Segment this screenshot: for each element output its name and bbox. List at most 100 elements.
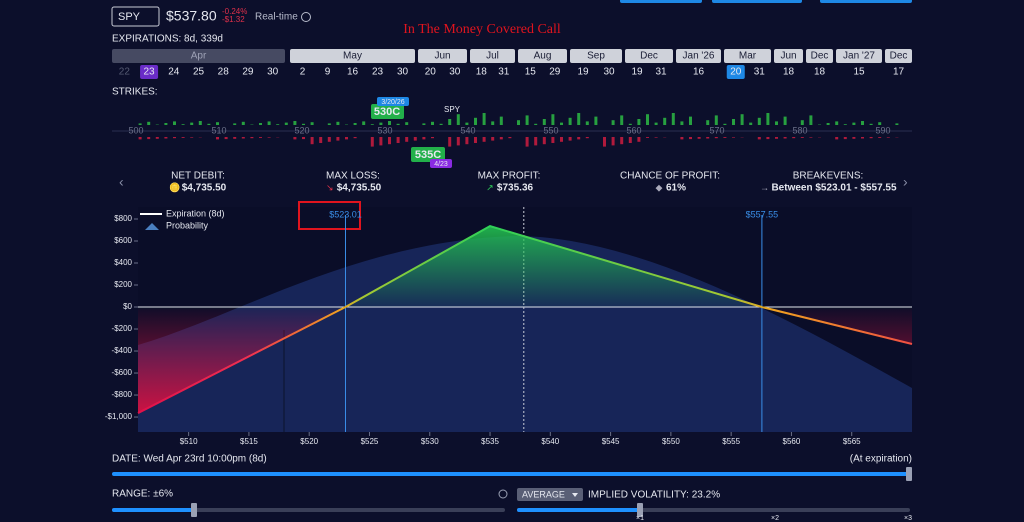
month-chip[interactable] <box>418 49 467 63</box>
next-arrow[interactable]: › <box>903 174 908 190</box>
month-label: Dec <box>811 51 829 62</box>
volume-bar <box>886 137 890 138</box>
volume-bar <box>835 137 839 140</box>
month-chip[interactable] <box>570 49 622 63</box>
month-chip[interactable] <box>676 49 721 63</box>
month-chip[interactable] <box>724 49 771 63</box>
day-label[interactable]: 31 <box>754 67 766 78</box>
day-label[interactable]: 30 <box>449 67 461 78</box>
day-label[interactable]: 23 <box>144 67 156 78</box>
stat-label: MAX PROFIT: <box>478 171 541 182</box>
volume-bar <box>345 137 348 140</box>
reset-icon[interactable] <box>498 489 508 499</box>
volume-bar <box>336 121 340 125</box>
month-chip[interactable] <box>470 49 515 63</box>
slider-knob[interactable] <box>906 467 912 481</box>
volume-bar <box>233 137 237 139</box>
stat-label: NET DEBIT: <box>171 171 225 182</box>
leg-badge[interactable] <box>371 104 404 119</box>
day-selected[interactable] <box>726 65 745 79</box>
day-label[interactable]: 15 <box>525 67 537 78</box>
stat-label: MAX LOSS: <box>326 171 380 182</box>
mode-label: AVERAGE <box>522 489 565 499</box>
strike-tick: 520 <box>294 125 309 135</box>
day-label[interactable]: 20 <box>425 67 437 78</box>
volume-bar <box>800 120 804 125</box>
volume-bar <box>620 115 624 125</box>
prev-arrow[interactable]: ‹ <box>119 174 124 190</box>
ticker-input[interactable] <box>111 6 160 27</box>
day-label[interactable]: 29 <box>242 67 254 78</box>
slider-knob[interactable] <box>191 503 197 517</box>
day-label[interactable]: 30 <box>603 67 615 78</box>
range-slider[interactable] <box>112 508 505 512</box>
x-tick-label: $545 <box>602 437 620 446</box>
month-chip[interactable] <box>806 49 833 63</box>
month-chip[interactable] <box>885 49 912 63</box>
volume-bar <box>267 121 271 125</box>
date-label: DATE: Wed Apr 23rd 10:00pm (8d) <box>112 454 267 465</box>
stat-value: Between $523.01 - $557.55 <box>771 183 897 194</box>
x-tick-label: $525 <box>361 437 379 446</box>
volume-bar <box>422 123 426 125</box>
day-label[interactable]: 19 <box>631 67 643 78</box>
volume-bar <box>714 115 718 125</box>
slider-knob[interactable] <box>637 503 643 517</box>
day-label[interactable]: 19 <box>577 67 589 78</box>
day-label[interactable]: 30 <box>397 67 409 78</box>
leg-badge[interactable] <box>411 147 445 162</box>
day-label[interactable]: 24 <box>168 67 180 78</box>
strike-tick: 550 <box>543 125 558 135</box>
top-button[interactable] <box>820 0 912 3</box>
mode-select[interactable] <box>517 488 583 501</box>
volume-bar <box>895 123 899 125</box>
day-label[interactable]: 17 <box>893 67 905 78</box>
volume-bar <box>809 115 813 125</box>
day-label[interactable]: 20 <box>730 67 742 78</box>
day-label[interactable]: 25 <box>193 67 205 78</box>
ticker: SPY <box>118 11 141 23</box>
month-chip[interactable] <box>836 49 882 63</box>
day-label[interactable]: 29 <box>549 67 561 78</box>
top-button[interactable] <box>620 0 702 3</box>
day-label[interactable]: 30 <box>267 67 279 78</box>
day-label[interactable]: 9 <box>325 67 331 78</box>
volume-bar <box>585 137 589 139</box>
month-chip[interactable] <box>774 49 803 63</box>
day-label[interactable]: 18 <box>783 67 795 78</box>
top-button[interactable] <box>712 0 802 3</box>
day-label[interactable]: 23 <box>372 67 384 78</box>
month-label: Apr <box>191 51 207 62</box>
volume-bar <box>147 137 151 140</box>
month-chip[interactable] <box>625 49 673 63</box>
volume-bar <box>852 122 856 125</box>
day-label[interactable]: 15 <box>853 67 865 78</box>
day-label[interactable]: 16 <box>693 67 705 78</box>
day-label[interactable]: 22 <box>119 67 131 78</box>
day-label[interactable]: 31 <box>498 67 510 78</box>
day-label[interactable]: 2 <box>300 67 306 78</box>
month-chip[interactable] <box>518 49 567 63</box>
month-chip[interactable] <box>290 49 415 63</box>
x-tick-label: $530 <box>421 437 439 446</box>
day-label[interactable]: 28 <box>218 67 230 78</box>
volume-bar <box>259 137 262 138</box>
volume-bar <box>284 122 288 125</box>
volume-bar <box>568 137 572 141</box>
volume-bar <box>740 114 744 125</box>
day-label[interactable]: 16 <box>347 67 359 78</box>
payoff-line <box>137 225 913 414</box>
stat-value: $735.36 <box>497 183 534 194</box>
volume-bar <box>646 114 649 125</box>
month-label: Sep <box>587 51 605 62</box>
y-tick-label: -$800 <box>112 390 133 399</box>
day-label[interactable]: 31 <box>655 67 667 78</box>
day-selected[interactable] <box>140 65 159 79</box>
info-icon[interactable] <box>301 12 311 22</box>
leg-date <box>377 97 409 106</box>
day-label[interactable]: 18 <box>814 67 826 78</box>
dropdown-icon <box>572 493 578 497</box>
month-chip[interactable] <box>112 49 285 63</box>
date-slider[interactable] <box>112 472 910 476</box>
day-label[interactable]: 18 <box>476 67 488 78</box>
